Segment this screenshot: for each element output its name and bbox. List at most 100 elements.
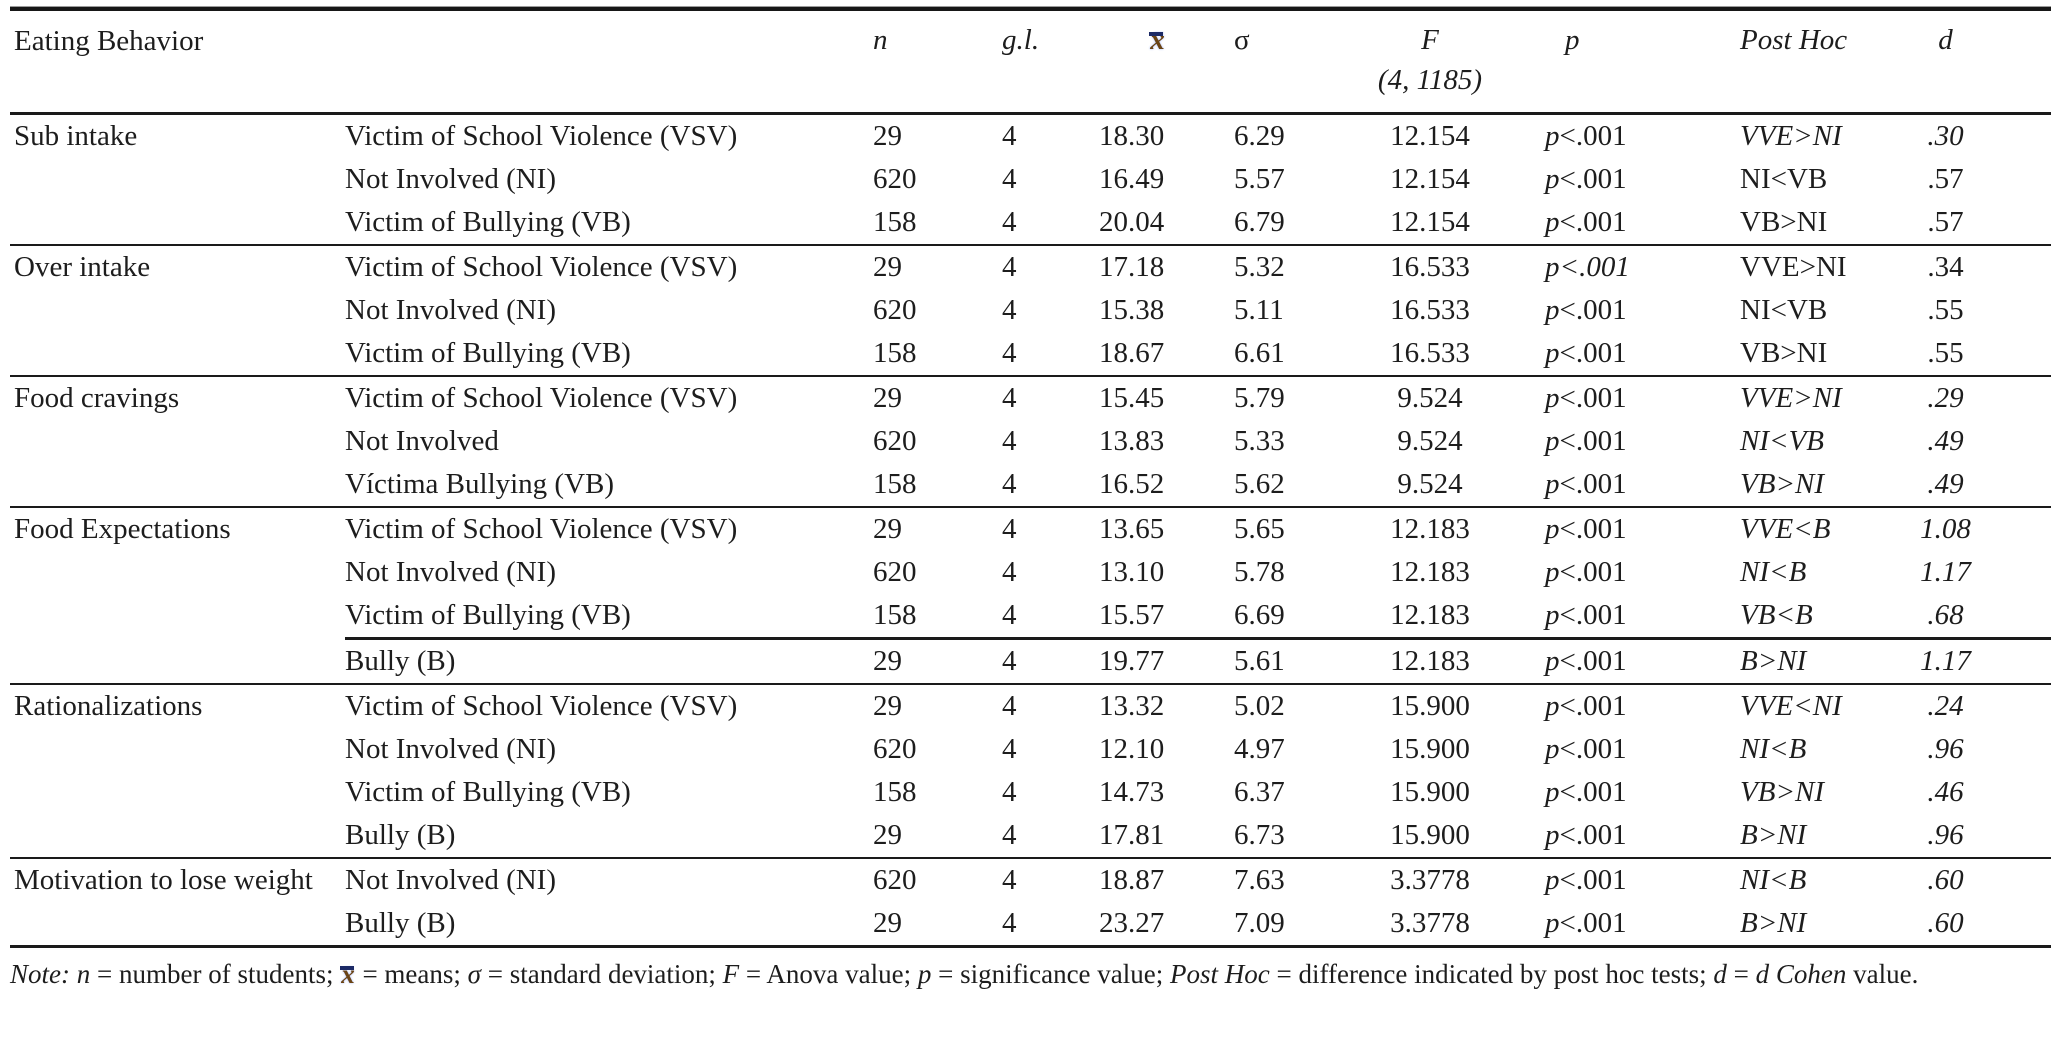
group-cell: Victim of Bullying (VB): [345, 776, 631, 808]
d-text: .29: [1927, 382, 1964, 414]
p-symbol: p: [1545, 599, 1560, 631]
note-segment: F: [722, 959, 740, 989]
gl-value: 4: [980, 594, 1096, 640]
posthoc-text: VB>NI: [1740, 776, 1825, 808]
f-value: 12.183: [1335, 638, 1526, 685]
p-symbol: p: [1545, 382, 1560, 414]
n-value: 620: [873, 556, 917, 588]
sigma-value: 4.97: [1234, 733, 1285, 765]
group-cell: Victim of Bullying (VB): [345, 332, 871, 377]
n-value: 29: [873, 690, 903, 722]
posthoc-text: VB>NI: [1740, 468, 1825, 500]
d-text: .96: [1927, 733, 1964, 765]
d-text: .60: [1927, 864, 1964, 896]
f-value: 9.524: [1397, 382, 1463, 414]
n-value: 158: [870, 594, 981, 640]
note-segment: [70, 959, 77, 989]
posthoc-text: NI<B: [1740, 733, 1807, 765]
p-symbol: p: [1545, 163, 1560, 195]
sigma-value: 5.32: [1234, 251, 1285, 283]
d-text: .46: [1927, 776, 1964, 808]
p-threshold: <.001: [1559, 468, 1627, 500]
group-cell: Victim of Bullying (VB): [345, 594, 871, 640]
anova-results-table: Eating Behavior n g.l. x̄ σ F (4, 1185) …: [10, 11, 2052, 948]
table-row: Not Involved (NI) 620 4 12.10 4.97 15.900 p<.0…: [10, 728, 2051, 771]
n-value: 29: [870, 638, 981, 685]
posthoc-value: VVE>NI: [1710, 376, 1885, 420]
d-value: .49: [1885, 420, 2051, 463]
posthoc-text: VVE>NI: [1740, 120, 1842, 152]
mean-value: 13.65: [1099, 513, 1165, 545]
mean-value: 16.49: [1099, 163, 1165, 195]
p-symbol: p: [1545, 251, 1560, 283]
d-value: .34: [1885, 245, 2051, 289]
n-value: 158: [873, 776, 917, 808]
gl-value: 4: [1002, 864, 1017, 896]
table-row: Motivation to lose weight Not Involved (N…: [10, 858, 2051, 948]
sigma-value: 6.73: [1220, 814, 1336, 859]
p-symbol: p: [1545, 294, 1560, 326]
sigma-value: 6.29: [1234, 120, 1285, 152]
note-segment: = significance value;: [931, 959, 1171, 989]
p-value: p<.001: [1525, 289, 1710, 332]
f-value: 12.154: [1335, 201, 1526, 246]
p-value: p<.001: [1525, 551, 1710, 594]
p-symbol: p: [1545, 513, 1560, 545]
p-symbol: p: [1545, 819, 1560, 851]
group-cell: Víctima Bullying (VB): [345, 463, 871, 508]
f-value: 12.154: [1390, 120, 1470, 152]
gl-value: 4: [1002, 733, 1017, 765]
mean-value: 15.45: [1099, 382, 1165, 414]
n-value: 158: [870, 463, 981, 508]
group-cell: Not Involved (NI): [345, 733, 557, 765]
d-value: .29: [1885, 376, 2051, 420]
posthoc-text: VB>NI: [1740, 337, 1828, 369]
mean-value: 16.52: [1095, 463, 1221, 508]
note-segment: p: [917, 959, 932, 989]
note-segment: = Anova value;: [739, 959, 918, 989]
p-value: p<.001: [1525, 332, 1711, 377]
table-row: Victim of Bullying (VB) 158 4 14.73 6.37 15.9…: [10, 771, 2051, 814]
d-text: 1.08: [1920, 513, 1971, 545]
posthoc-text: NI<B: [1740, 864, 1807, 896]
p-threshold: <.001: [1559, 513, 1627, 545]
d-text: .24: [1927, 690, 1964, 722]
header-eating-behavior: Eating Behavior: [10, 11, 871, 115]
sigma-value: 5.65: [1234, 513, 1285, 545]
p-threshold: <.001: [1559, 251, 1630, 283]
sigma-value: 5.79: [1234, 382, 1285, 414]
note-segment: d Cohen: [1755, 959, 1847, 989]
p-value: p<.001: [1525, 463, 1711, 508]
p-value: p<.001: [1525, 420, 1710, 463]
header-gl: g.l.: [980, 11, 1096, 115]
p-value: p<.001: [1525, 728, 1710, 771]
group-cell: Not Involved (NI): [345, 163, 557, 195]
f-value: 15.900: [1335, 814, 1526, 859]
sigma-value: 5.11: [1234, 294, 1284, 326]
sigma-value: 5.02: [1234, 690, 1285, 722]
d-text: .55: [1927, 337, 1964, 369]
group-cell: Not Involved (NI): [345, 556, 557, 588]
posthoc-value: NI<VB: [1710, 158, 1885, 201]
p-symbol: p: [1545, 206, 1560, 238]
gl-value: 4: [980, 814, 1096, 859]
posthoc-value: VB>NI: [1710, 463, 1886, 508]
group-cell: Victim of School Violence (VSV): [345, 382, 738, 414]
table-row: Food Expectations Victim of School Violen…: [10, 507, 2051, 685]
d-value: .57: [1885, 158, 2051, 201]
note-segment: σ: [467, 959, 481, 989]
p-value: p<.001: [1525, 594, 1711, 640]
mean-value: 17.18: [1099, 251, 1165, 283]
behavior-label: Food Expectations: [10, 507, 345, 685]
posthoc-value: VVE>NI: [1710, 245, 1885, 289]
posthoc-text: NI<VB: [1740, 163, 1828, 195]
n-value: 29: [873, 120, 903, 152]
table-row: Food cravings Victim of School Violence (…: [10, 376, 2051, 508]
header-d: d: [1885, 11, 2052, 115]
f-value: 9.524: [1397, 425, 1463, 457]
group-cell: Not Involved (NI): [345, 864, 557, 896]
p-value: p<.001: [1525, 158, 1710, 201]
note-segment: Post Hoc: [1170, 959, 1270, 989]
f-value: 16.533: [1335, 332, 1526, 377]
